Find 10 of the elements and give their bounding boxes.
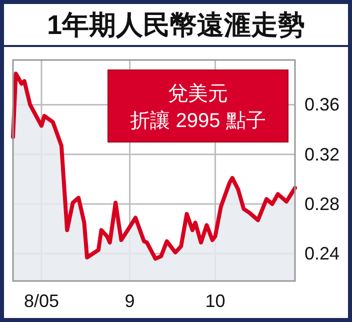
y-tick-label: 0.32 (304, 144, 340, 164)
annotation: 兌美元 (168, 82, 228, 105)
y-tick-label: 0.36 (304, 94, 340, 115)
chart-title: 1年期人民幣遠滙走勢 (46, 10, 306, 40)
x-tick-label: 8/05 (24, 291, 60, 311)
y-tick-label: 0.24 (304, 244, 340, 264)
x-tick-label: 9 (124, 291, 135, 311)
x-tick-label: 10 (205, 291, 226, 311)
annotation: 折讓 2995 點子 (130, 110, 266, 132)
y-tick-label: 0.28 (304, 194, 340, 214)
